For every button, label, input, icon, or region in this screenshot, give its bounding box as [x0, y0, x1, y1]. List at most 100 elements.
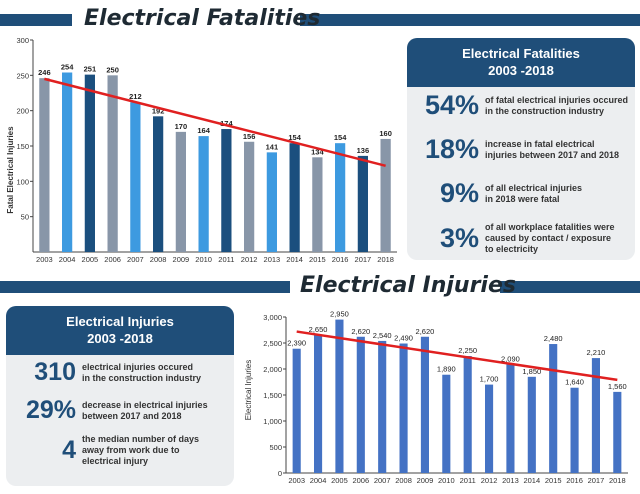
data-label: 254: [61, 63, 74, 72]
y-tick-label: 1,500: [263, 391, 282, 400]
y-tick-label: 100: [16, 177, 29, 186]
y-tick-label: 300: [16, 36, 29, 45]
data-label: 160: [379, 129, 392, 138]
title-band-left: [0, 14, 72, 26]
fatalities-panel-header: Electrical Fatalities 2003 -2018: [407, 38, 635, 87]
fatalities-chart: 246 254 251 250 212 192 170 164 174 156 141 154 134 1…: [6, 36, 397, 264]
data-label: 246: [38, 68, 51, 77]
x-tick-label: 2004: [310, 476, 327, 485]
bar-2004: [314, 335, 323, 473]
y-tick-label: 3,000: [263, 313, 282, 322]
x-tick-label: 2015: [309, 255, 326, 264]
x-tick-label: 2006: [104, 255, 121, 264]
data-label: 2,650: [309, 325, 328, 334]
bar-2010: [442, 374, 451, 473]
x-tick-label: 2004: [59, 255, 76, 264]
bar-2006: [356, 336, 365, 473]
fatal-stat-2-value: 18%: [424, 134, 479, 164]
inj-stat-1-text: electrical injuries occured in the constr…: [82, 361, 202, 383]
x-tick-label: 2007: [374, 476, 391, 485]
data-label: 2,480: [544, 334, 563, 343]
x-tick-label: 2015: [545, 476, 562, 485]
bar-2017: [591, 358, 600, 473]
x-tick-label: 2013: [264, 255, 281, 264]
data-label: 164: [197, 126, 210, 135]
bar-2008: [153, 116, 164, 252]
fatal-stat-1-value: 54%: [424, 90, 479, 120]
data-label: 1,890: [437, 365, 456, 374]
data-label: 2,390: [287, 339, 306, 348]
injuries-panel-title: Electrical Injuries: [66, 314, 174, 329]
bar-2014: [527, 376, 536, 473]
y-tick-label: 500: [269, 443, 282, 452]
y-tick-label: 250: [16, 71, 29, 80]
x-tick-label: 2012: [241, 255, 258, 264]
bar-2008: [399, 343, 408, 473]
y-tick-label: 200: [16, 107, 29, 116]
x-tick-label: 2014: [286, 255, 303, 264]
data-label: 141: [266, 142, 279, 151]
bar-2010: [198, 136, 209, 252]
bar-2004: [62, 72, 73, 252]
bar-2018: [380, 138, 391, 252]
fatalities-trendline: [44, 77, 386, 167]
fatal-stat-4: 3% of all workplace fatalities were cause…: [413, 222, 615, 255]
bar-2013: [266, 152, 277, 252]
y-tick-label: 2,500: [263, 339, 282, 348]
bar-2013: [506, 364, 515, 473]
x-tick-label: 2007: [127, 255, 144, 264]
data-label: 134: [311, 147, 324, 156]
fatalities-title: Electrical Fatalities: [84, 6, 321, 31]
x-tick-label: 2011: [218, 255, 234, 264]
bar-2007: [378, 340, 387, 473]
x-tick-label: 2016: [332, 255, 349, 264]
data-label: 170: [175, 122, 188, 131]
x-tick-label: 2017: [588, 476, 605, 485]
x-tick-label: 2006: [352, 476, 369, 485]
injuries-stats-panel: Electrical Injuries 2003 -2018 310 elect…: [6, 306, 234, 486]
x-tick-label: 2005: [82, 255, 99, 264]
data-label: 192: [152, 106, 165, 115]
data-label: 174: [220, 119, 233, 128]
y-tick-label: 50: [21, 213, 29, 222]
bar-2017: [357, 155, 368, 252]
x-tick-label: 2017: [355, 255, 372, 264]
data-label: 2,620: [416, 327, 435, 336]
data-label: 156: [243, 132, 256, 141]
inj-stat-2: 29% decrease in electrical injuries betwe…: [8, 396, 208, 425]
inj-stat-1-value: 310: [34, 358, 76, 386]
title-band-right: [300, 14, 640, 26]
bar-2018: [613, 391, 622, 473]
data-label: 2,090: [501, 354, 520, 363]
fatal-stat-3-text: of all electrical injuries in 2018 were f…: [485, 182, 583, 204]
x-tick-label: 2010: [438, 476, 455, 485]
bar-2015: [549, 344, 558, 473]
x-tick-label: 2005: [331, 476, 348, 485]
fatalities-panel-title: Electrical Fatalities: [462, 46, 580, 61]
data-label: 2,210: [587, 348, 606, 357]
injuries-title: Electrical Injuries: [300, 273, 516, 298]
bar-2012: [244, 141, 255, 252]
inj-stat-2-value: 29%: [25, 396, 76, 424]
injuries-panel-years: 2003 -2018: [87, 331, 153, 346]
x-tick-label: 2010: [195, 255, 212, 264]
data-label: 1,850: [522, 367, 541, 376]
fatal-stat-1-text: of fatal electrical injuries occured in t…: [485, 94, 629, 116]
bar-2016: [335, 143, 346, 252]
inj-stat-3: 4 the median number of days away from wor…: [8, 434, 199, 467]
fatalities-ylabel: Fatal Electrical Injuries: [6, 126, 15, 214]
bar-2011: [463, 356, 472, 473]
fatalities-stats-panel: Electrical Fatalities 2003 -2018 54% of …: [407, 38, 635, 260]
bar-2003: [39, 78, 50, 252]
x-tick-label: 2009: [417, 476, 434, 485]
injuries-trendline: [296, 330, 618, 382]
title-band-right-2: [500, 281, 640, 293]
data-label: 2,540: [373, 331, 392, 340]
bar-2009: [420, 336, 429, 473]
data-label: 1,700: [480, 375, 499, 384]
y-tick-label: 0: [278, 469, 282, 478]
x-tick-label: 2003: [36, 255, 53, 264]
bar-2016: [570, 387, 579, 473]
bar-2003: [292, 348, 301, 473]
x-tick-label: 2003: [288, 476, 305, 485]
